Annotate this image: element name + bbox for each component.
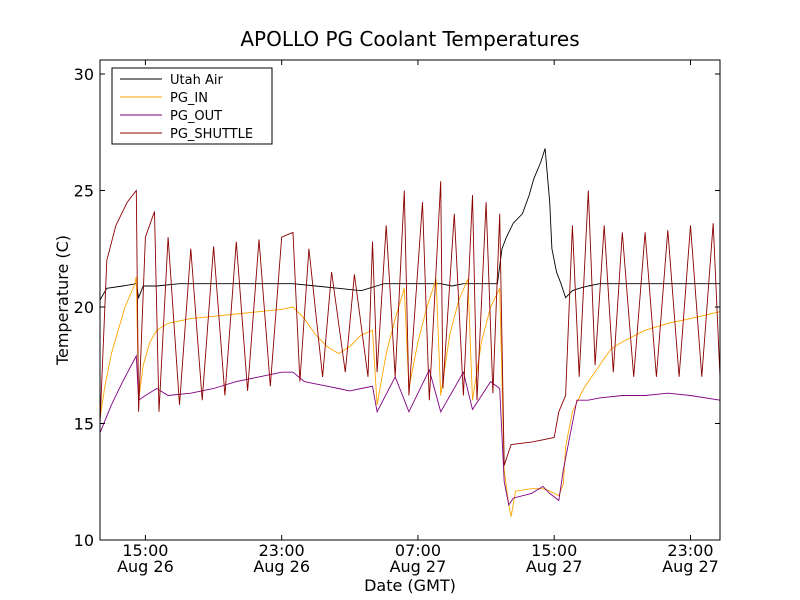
series-line-pg-out	[99, 354, 721, 507]
x-tick-label-date: Aug 27	[390, 557, 447, 576]
y-tick-label: 20	[74, 298, 94, 317]
legend-label: PG_OUT	[170, 109, 222, 124]
x-tick-label-time: 15:00	[122, 541, 168, 560]
y-tick-label: 25	[74, 181, 94, 200]
legend-box	[111, 67, 273, 145]
legend-label: Utah Air	[170, 73, 223, 88]
x-tick-label-time: 07:00	[395, 541, 441, 560]
x-tick-label-time: 15:00	[531, 541, 577, 560]
series-line-pg-shuttle	[99, 181, 721, 466]
y-tick-label: 15	[74, 414, 94, 433]
x-axis-label: Date (GMT)	[364, 576, 456, 595]
chart-title: APOLLO PG Coolant Temperatures	[240, 27, 579, 51]
x-tick-label-date: Aug 27	[662, 557, 719, 576]
x-tick-label-time: 23:00	[259, 541, 305, 560]
y-axis: 10 15 20 25 30	[74, 65, 720, 550]
y-tick-label: 10	[74, 531, 94, 550]
plot-frame-border	[99, 59, 721, 541]
series-layer	[99, 148, 721, 517]
x-tick-label-date: Aug 26	[117, 557, 174, 576]
series-line-pg-in	[99, 276, 721, 517]
y-axis-label: Temperature (C)	[53, 235, 72, 366]
legend: Utah Air PG_IN PG_OUT PG_SHUTTLE	[111, 67, 273, 145]
x-tick-label-time: 23:00	[667, 541, 713, 560]
series-line-utah-air	[99, 148, 720, 301]
legend-label: PG_SHUTTLE	[170, 127, 253, 142]
legend-label: PG_IN	[170, 91, 208, 106]
x-tick-label-date: Aug 27	[526, 557, 583, 576]
x-tick-label-date: Aug 26	[253, 557, 310, 576]
y-tick-label: 30	[74, 65, 94, 84]
